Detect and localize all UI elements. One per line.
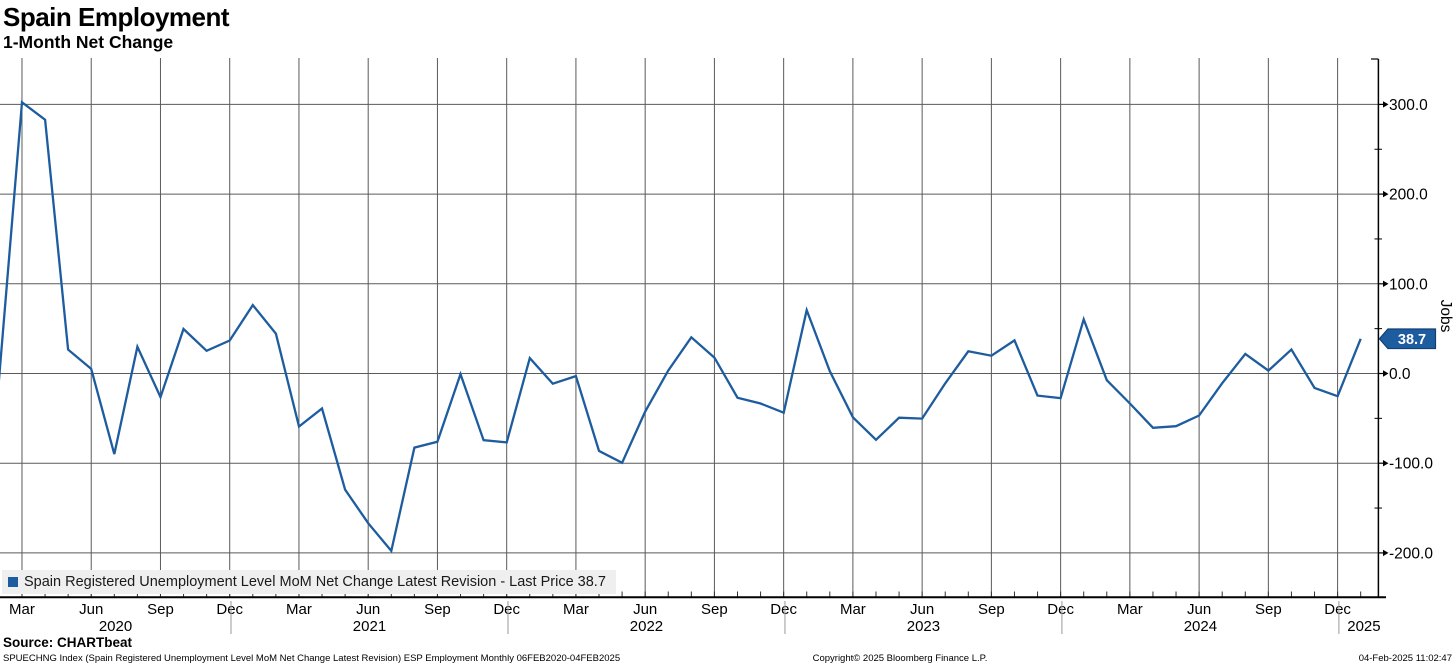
- horizontal-gridlines: [0, 103, 1379, 554]
- svg-text:2024: 2024: [1184, 618, 1217, 635]
- series-line: [0, 100, 1362, 554]
- svg-text:0.0: 0.0: [1389, 366, 1411, 383]
- copyright-notice: Copyright© 2025 Bloomberg Finance L.P.: [812, 653, 988, 664]
- axes: [0, 58, 1386, 599]
- svg-text:-200.0: -200.0: [1389, 545, 1433, 562]
- svg-text:Jun: Jun: [1187, 601, 1211, 618]
- chart-title: Spain Employment: [3, 2, 230, 32]
- last-price-tag: 38.7: [1378, 328, 1437, 350]
- svg-text:38.7: 38.7: [1398, 332, 1426, 348]
- svg-text:Jun: Jun: [79, 601, 103, 618]
- svg-text:100.0: 100.0: [1389, 276, 1428, 293]
- svg-text:Sep: Sep: [147, 601, 174, 618]
- svg-text:Dec: Dec: [770, 601, 797, 618]
- svg-text:Mar: Mar: [563, 601, 589, 618]
- chart-subtitle: 1-Month Net Change: [3, 32, 174, 52]
- svg-text:Dec: Dec: [216, 601, 243, 618]
- svg-text:300.0: 300.0: [1389, 97, 1428, 114]
- svg-text:2023: 2023: [907, 618, 940, 635]
- timestamp: 04-Feb-2025 11:02:47: [1358, 653, 1452, 664]
- svg-text:2021: 2021: [353, 618, 386, 635]
- svg-text:2020: 2020: [99, 618, 132, 635]
- svg-text:Jun: Jun: [356, 601, 380, 618]
- year-labels: 2020 2021 2022 2023 2024 2025: [99, 618, 1381, 635]
- svg-text:2025: 2025: [1347, 618, 1380, 635]
- svg-text:Sep: Sep: [424, 601, 451, 618]
- svg-text:Dec: Dec: [493, 601, 520, 618]
- svg-text:Mar: Mar: [1117, 601, 1143, 618]
- source-line: Source: CHARTbeat: [3, 635, 133, 650]
- year-separators: [230, 601, 1340, 634]
- svg-text:Sep: Sep: [701, 601, 728, 618]
- svg-text:Dec: Dec: [1047, 601, 1074, 618]
- y-axis-title: Jobs: [1437, 300, 1454, 333]
- y-tick-labels: 300.0 200.0 100.0 0.0 -100.0 -200.0: [1378, 97, 1433, 562]
- svg-text:Mar: Mar: [286, 601, 312, 618]
- svg-text:Jun: Jun: [633, 601, 657, 618]
- svg-text:Mar: Mar: [9, 601, 35, 618]
- series-marker-icon: [8, 577, 18, 587]
- svg-text:Mar: Mar: [840, 601, 866, 618]
- svg-text:-100.0: -100.0: [1389, 456, 1433, 473]
- svg-text:Dec: Dec: [1324, 601, 1351, 618]
- svg-text:Sep: Sep: [978, 601, 1005, 618]
- legend[interactable]: Spain Registered Unemployment Level MoM …: [2, 570, 616, 594]
- x-tick-labels: Mar Jun Sep Dec Mar Jun Sep Dec Mar Jun Sep Dec Mar J…: [9, 601, 1351, 618]
- y-minor-ticks: [1374, 148, 1382, 509]
- svg-text:200.0: 200.0: [1389, 187, 1428, 204]
- svg-text:Jun: Jun: [910, 601, 934, 618]
- ticker-description: SPUECHNG Index (Spain Registered Unemplo…: [3, 653, 621, 664]
- legend-label: Spain Registered Unemployment Level MoM …: [24, 574, 606, 590]
- svg-text:Sep: Sep: [1255, 601, 1282, 618]
- vertical-gridlines: [21, 58, 1339, 598]
- svg-text:2022: 2022: [630, 618, 663, 635]
